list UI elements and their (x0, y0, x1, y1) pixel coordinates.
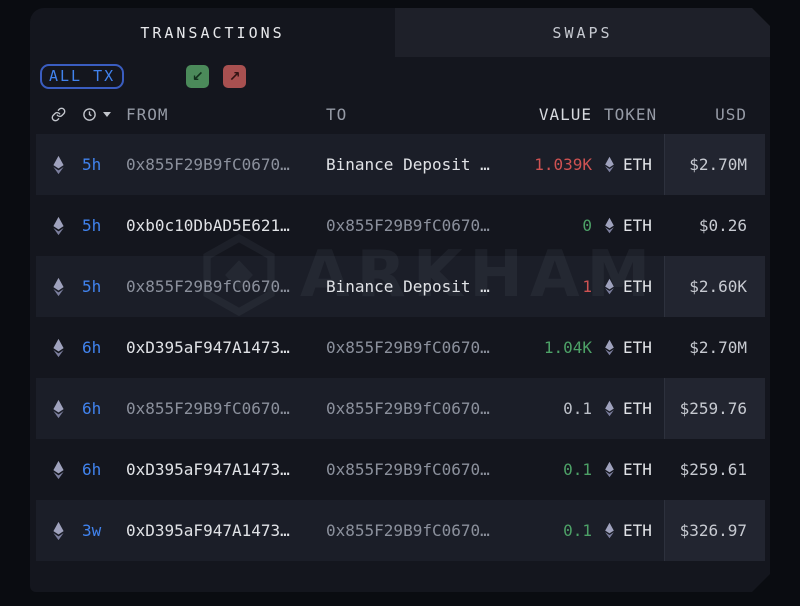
tx-time-link[interactable]: 5h (82, 155, 102, 174)
tx-value: 1 (582, 277, 592, 296)
chevron-down-icon (103, 111, 111, 117)
eth-chain-icon (36, 338, 80, 358)
eth-token-icon (605, 400, 614, 417)
incoming-filter-button[interactable]: ↙ (186, 65, 210, 88)
tx-usd-value: $326.97 (664, 500, 765, 561)
eth-chain-icon (36, 399, 80, 419)
eth-chain-icon (36, 277, 80, 297)
tx-token[interactable]: ETH (592, 521, 664, 540)
eth-token-icon (605, 278, 614, 295)
eth-token-icon (605, 217, 614, 234)
column-header-usd[interactable]: USD (715, 104, 747, 124)
tx-value: 0 (582, 216, 592, 235)
tx-token-symbol: ETH (623, 277, 652, 296)
tx-to-address[interactable]: 0x855F29B9fC0670… (326, 338, 490, 357)
tx-from-address[interactable]: 0xD395aF947A1473… (126, 460, 290, 479)
time-sort-control[interactable] (80, 107, 126, 122)
tx-from-address[interactable]: 0x855F29B9fC0670… (126, 155, 290, 174)
tx-token-symbol: ETH (623, 338, 652, 357)
tx-time-link[interactable]: 6h (82, 338, 102, 357)
arrow-up-right-icon: ↗ (228, 68, 241, 85)
tx-to-address[interactable]: 0x855F29B9fC0670… (326, 460, 490, 479)
eth-token-icon (605, 339, 614, 356)
tx-value: 1.04K (543, 338, 592, 357)
table-header: FROM TO VALUE TOKEN USD (36, 94, 765, 134)
tx-to-address[interactable]: 0x855F29B9fC0670… (326, 521, 490, 540)
tx-from-address[interactable]: 0x855F29B9fC0670… (126, 277, 290, 296)
tx-time-link[interactable]: 3w (82, 521, 102, 540)
tab-swaps[interactable]: SWAPS (395, 8, 770, 57)
transaction-row[interactable]: 5h 0x855F29B9fC0670… Binance Deposit … 1… (36, 134, 765, 195)
column-header-token[interactable]: TOKEN (604, 104, 658, 124)
tx-time-link[interactable]: 5h (82, 216, 102, 235)
clock-icon (83, 107, 96, 121)
tx-to-address[interactable]: Binance Deposit … (326, 277, 490, 296)
all-tx-filter-button[interactable]: ALL TX (40, 64, 125, 89)
transaction-row[interactable]: 6h 0xD395aF947A1473… 0x855F29B9fC0670… 1… (36, 317, 765, 378)
tx-usd-value: $2.70M (689, 338, 747, 357)
tx-value: 1.039K (534, 155, 592, 174)
transaction-row[interactable]: 6h 0x855F29B9fC0670… 0x855F29B9fC0670… 0… (36, 378, 765, 439)
filter-bar: ALL TX ↙ ↗ (30, 57, 770, 94)
tx-token[interactable]: ETH (592, 277, 664, 296)
tab-bar: TRANSACTIONS SWAPS (30, 8, 770, 57)
tx-token[interactable]: ETH (592, 216, 664, 235)
eth-token-icon (605, 461, 614, 478)
tx-time-link[interactable]: 6h (82, 399, 102, 418)
tx-token[interactable]: ETH (592, 460, 664, 479)
tx-from-address[interactable]: 0xD395aF947A1473… (126, 521, 290, 540)
transaction-row[interactable]: 3w 0xD395aF947A1473… 0x855F29B9fC0670… 0… (36, 500, 765, 561)
outgoing-filter-button[interactable]: ↗ (223, 65, 247, 88)
eth-chain-icon (36, 521, 80, 541)
transaction-row[interactable]: 5h 0x855F29B9fC0670… Binance Deposit … 1… (36, 256, 765, 317)
tx-to-address[interactable]: 0x855F29B9fC0670… (326, 399, 490, 418)
column-header-from[interactable]: FROM (126, 104, 169, 124)
link-icon[interactable] (36, 107, 80, 122)
arrow-down-left-icon: ↙ (191, 68, 204, 85)
tx-usd-value: $259.61 (679, 460, 747, 479)
transactions-panel: ARKHAM TRANSACTIONS SWAPS ALL TX ↙ ↗ (30, 8, 770, 592)
tx-token[interactable]: ETH (592, 155, 664, 174)
tx-token-symbol: ETH (623, 460, 652, 479)
tx-to-address[interactable]: 0x855F29B9fC0670… (326, 216, 490, 235)
tx-time-link[interactable]: 5h (82, 277, 102, 296)
panel-corner-top-right (752, 8, 770, 26)
transactions-table: 5h 0x855F29B9fC0670… Binance Deposit … 1… (36, 134, 765, 561)
transaction-row[interactable]: 5h 0xb0c10DbAD5E621… 0x855F29B9fC0670… 0… (36, 195, 765, 256)
transaction-row[interactable]: 6h 0xD395aF947A1473… 0x855F29B9fC0670… 0… (36, 439, 765, 500)
tx-from-address[interactable]: 0xb0c10DbAD5E621… (126, 216, 290, 235)
panel-corner-bottom-right (752, 574, 770, 592)
eth-chain-icon (36, 155, 80, 175)
tx-token[interactable]: ETH (592, 399, 664, 418)
tx-token-symbol: ETH (623, 216, 652, 235)
tx-token[interactable]: ETH (592, 338, 664, 357)
tx-token-symbol: ETH (623, 155, 652, 174)
tx-usd-value: $0.26 (698, 216, 747, 235)
tx-usd-value: $259.76 (664, 378, 765, 439)
tx-time-link[interactable]: 6h (82, 460, 102, 479)
tx-to-address[interactable]: Binance Deposit … (326, 155, 490, 174)
eth-chain-icon (36, 216, 80, 236)
tx-token-symbol: ETH (623, 521, 652, 540)
tx-token-symbol: ETH (623, 399, 652, 418)
column-header-to[interactable]: TO (326, 104, 348, 124)
eth-token-icon (605, 156, 614, 173)
tx-usd-value: $2.70M (664, 134, 765, 195)
tx-from-address[interactable]: 0xD395aF947A1473… (126, 338, 290, 357)
tx-value: 0.1 (563, 399, 592, 418)
tx-value: 0.1 (563, 521, 592, 540)
column-header-value[interactable]: VALUE (538, 104, 592, 124)
tx-value: 0.1 (563, 460, 592, 479)
tx-usd-value: $2.60K (664, 256, 765, 317)
eth-chain-icon (36, 460, 80, 480)
eth-token-icon (605, 522, 614, 539)
tab-transactions[interactable]: TRANSACTIONS (140, 23, 285, 42)
tx-from-address[interactable]: 0x855F29B9fC0670… (126, 399, 290, 418)
